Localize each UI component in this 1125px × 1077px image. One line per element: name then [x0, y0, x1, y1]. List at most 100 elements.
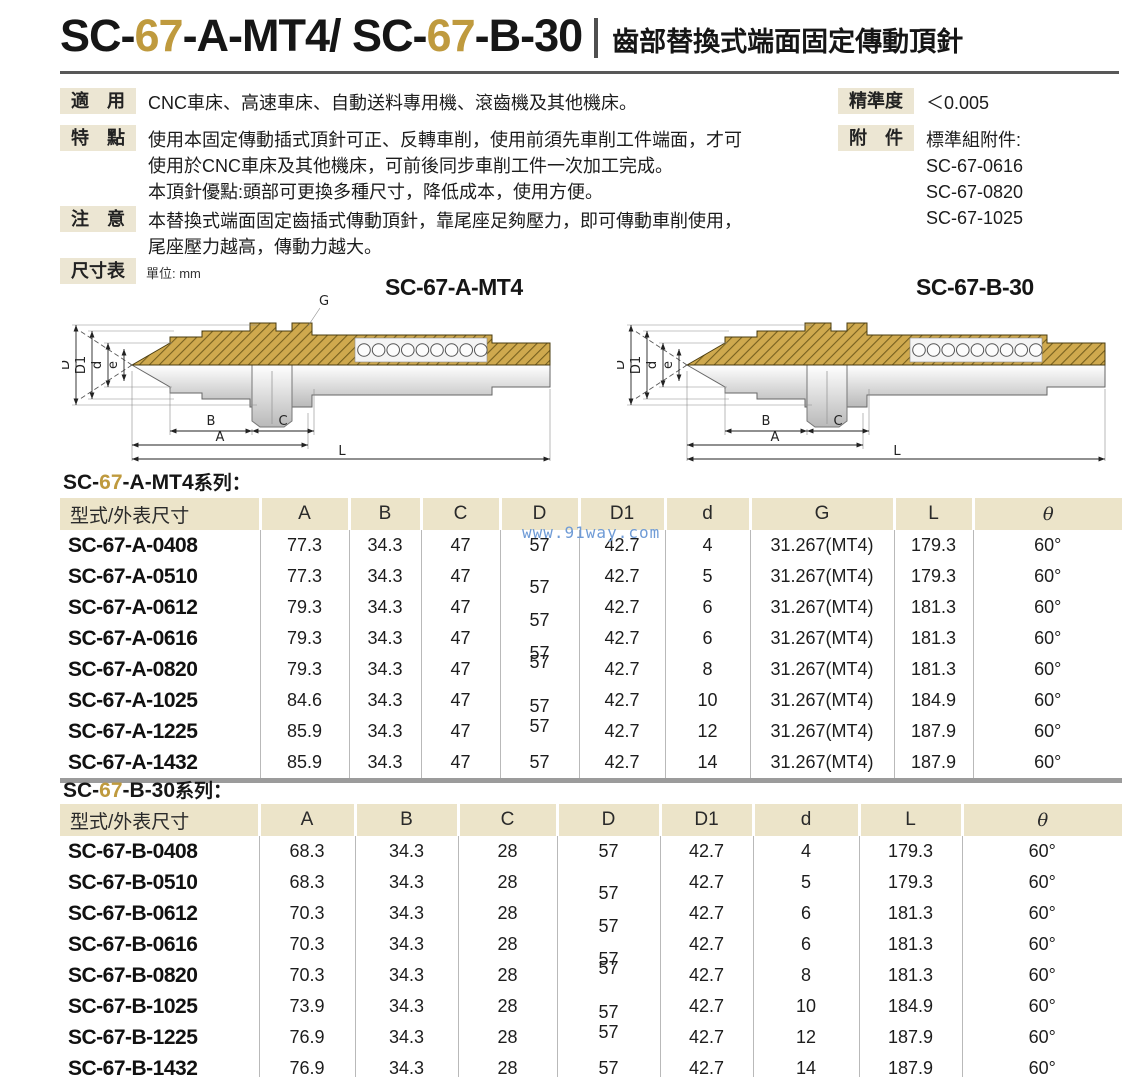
title-part-gold: 67	[426, 10, 476, 61]
value-cell: 85.9	[259, 716, 349, 747]
value-cell: 31.267(MT4)	[749, 623, 894, 654]
value-cell: 181.3	[893, 654, 973, 685]
value-cell: 34.3	[354, 836, 458, 867]
column-header: 型式/外表尺寸	[60, 804, 259, 836]
dim-label-D: D	[62, 360, 73, 370]
value-cell: 57	[499, 747, 579, 781]
column-header: 型式/外表尺寸	[60, 498, 260, 530]
table-row: SC-67-B-1225 76.9 34.3 28 57 42.7 12 187.9 60°	[60, 1022, 1122, 1053]
dim-label-d: d	[90, 361, 105, 369]
value-cell: 34.3	[354, 991, 458, 1022]
value-cell: 77.3	[259, 530, 349, 561]
watermark: www.91way.com	[522, 523, 661, 542]
series1-title: SC-67-A-MT4系列：	[63, 468, 251, 495]
dim-label-D: D	[617, 360, 628, 370]
value-cell: 60°	[961, 929, 1122, 960]
technical-drawing-sc-67-b-30: DD1de B C A L	[613, 293, 1122, 465]
value-cell: 47	[420, 654, 500, 685]
value-cell: 42.7	[578, 716, 665, 747]
value-cell: 42.7	[659, 929, 753, 960]
table-row: SC-67-B-0510 68.3 34.3 28 57 42.7 5 179.3 60°	[60, 867, 1122, 903]
value-cell: 31.267(MT4)	[749, 685, 894, 716]
value-cell: 28	[457, 898, 557, 929]
value-cell: 60°	[961, 867, 1122, 898]
value-cell: 57	[556, 929, 660, 969]
note-text: 本替換式端面固定齒插式傳動頂針，靠尾座足夠壓力，即可傳動車削使用， 尾座壓力越高…	[148, 211, 742, 257]
value-cell: 79.3	[259, 592, 349, 623]
apply-text: CNC車床、高速車床、自動送料專用機、滾齒機及其他機床。	[148, 93, 637, 113]
value-cell: 187.9	[893, 716, 973, 747]
value-cell: 47	[420, 530, 500, 561]
series-title-part: -A-MT4	[122, 471, 194, 494]
value-cell: 4	[752, 836, 859, 867]
value-cell: 181.3	[893, 592, 973, 623]
value-cell: 34.3	[348, 530, 421, 561]
series-title-part: -B-30	[122, 779, 176, 802]
series-title-suffix: 系列：	[193, 473, 251, 494]
value-cell: 42.7	[659, 960, 753, 991]
value-cell: 12	[752, 1022, 859, 1053]
series2-title: SC-67-B-30系列：	[63, 776, 232, 803]
series-title-part-gold: 67	[99, 779, 123, 802]
value-cell: 179.3	[858, 867, 962, 898]
value-cell: 79.3	[259, 654, 349, 685]
model-cell: SC-67-B-0820	[68, 963, 198, 987]
table-row: SC-67-A-0616 79.3 34.3 47 57 42.7 6 31.267(MT4)…	[60, 623, 1122, 663]
value-cell: 42.7	[578, 623, 665, 654]
title-part: SC-	[60, 10, 135, 61]
precision-label-chip: 精準度	[838, 88, 914, 114]
value-cell: 57	[556, 1022, 660, 1053]
value-cell: 6	[664, 623, 750, 654]
table-row: SC-67-B-0820 70.3 34.3 28 57 42.7 8 181.3 60°	[60, 958, 1122, 991]
value-cell: 60°	[972, 716, 1122, 747]
model-cell: SC-67-B-0612	[68, 901, 198, 925]
table-row: SC-67-B-1025 73.9 34.3 28 57 42.7 10 184.9 60°	[60, 991, 1122, 1022]
value-cell: 47	[420, 623, 500, 654]
value-cell: 60°	[961, 898, 1122, 929]
value-cell: 70.3	[258, 960, 355, 991]
value-cell: 47	[420, 561, 500, 592]
feature-row: 特 點 使用本固定傳動插式頂針可正、反轉車削，使用前須先車削工件端面，才可 使用…	[60, 125, 742, 205]
value-cell: 28	[457, 991, 557, 1022]
value-cell: 60°	[961, 991, 1122, 1022]
dimension-section-head: 尺寸表 單位: mm	[60, 258, 201, 284]
value-cell: 181.3	[858, 929, 962, 960]
value-cell: 60°	[961, 836, 1122, 867]
value-cell: 57	[499, 530, 579, 561]
value-cell: 47	[420, 747, 500, 781]
value-cell: 42.7	[659, 898, 753, 929]
dimension-label-chip: 尺寸表	[60, 258, 136, 284]
column-header: θ	[971, 498, 1122, 530]
column-header: D	[555, 804, 660, 836]
column-header: d	[663, 498, 750, 530]
value-cell: 57	[499, 561, 579, 597]
column-header: D	[498, 498, 579, 530]
apply-label-chip: 適 用	[60, 88, 136, 114]
value-cell: 5	[664, 561, 750, 592]
value-cell: 31.267(MT4)	[749, 716, 894, 747]
column-header: A	[257, 804, 355, 836]
column-header: A	[258, 498, 349, 530]
dim-label-d: d	[645, 361, 660, 369]
value-cell: 34.3	[348, 654, 421, 685]
model-cell: SC-67-A-1225	[68, 719, 198, 743]
table-row: SC-67-A-0408 77.3 34.3 47 57 42.7 4 31.267(MT4)…	[60, 530, 1122, 561]
value-cell: 68.3	[258, 867, 355, 898]
model-cell: SC-67-B-0408	[68, 839, 198, 863]
dim-label-A: A	[771, 430, 780, 445]
value-cell: 14	[664, 747, 750, 781]
model-cell: SC-67-A-0820	[68, 657, 198, 681]
table-row: SC-67-B-0408 68.3 34.3 28 57 42.7 4 179.3 60°	[60, 836, 1122, 867]
diagram-b-title: SC-67-B-30	[916, 274, 1034, 300]
value-cell: 28	[457, 1053, 557, 1077]
accessory-text: 標準組附件: SC-67-0616 SC-67-0820 SC-67-1025	[926, 130, 1024, 228]
value-cell: 28	[457, 867, 557, 898]
value-cell: 34.3	[354, 960, 458, 991]
value-cell: 57	[556, 836, 660, 867]
value-cell: 79.3	[259, 623, 349, 654]
dim-label-B: B	[207, 414, 216, 429]
value-cell: 57	[556, 867, 660, 903]
column-header: C	[419, 498, 500, 530]
dimension-unit: 單位: mm	[146, 266, 201, 281]
model-cell: SC-67-B-1432	[68, 1056, 198, 1077]
